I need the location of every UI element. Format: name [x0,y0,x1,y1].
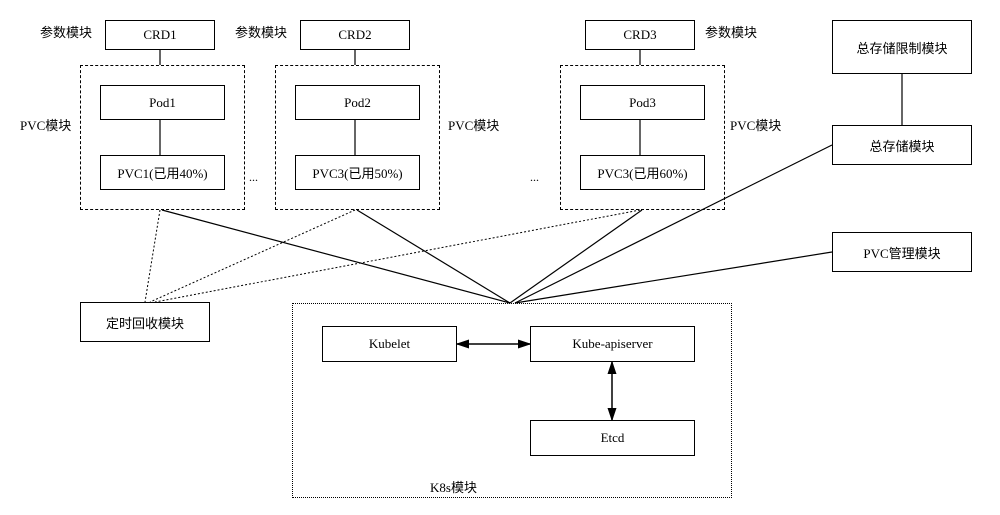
crd-label-1: CRD1 [143,27,176,43]
timed-recycle-box: 定时回收模块 [80,302,210,342]
etcd-box: Etcd [530,420,695,456]
pvc-module-label-3: PVC模块 [730,115,781,134]
k8s-module-label: K8s模块 [430,477,477,496]
pvc-mgmt-label: PVC管理模块 [863,243,940,262]
pod-label-2: Pod2 [344,95,371,111]
param-module-label-2: 参数模块 [235,22,287,41]
kubelet-label: Kubelet [369,336,410,352]
total-storage-box: 总存储模块 [832,125,972,165]
ellipsis-1: ... [249,170,258,185]
crd-box-1: CRD1 [105,20,215,50]
pvc-label-3: PVC3(已用60%) [597,163,687,182]
pvc-box-1: PVC1(已用40%) [100,155,225,190]
kubelet-box: Kubelet [322,326,457,362]
pod-box-1: Pod1 [100,85,225,120]
pod-box-3: Pod3 [580,85,705,120]
pvc-label-1: PVC1(已用40%) [117,163,207,182]
etcd-label: Etcd [601,430,625,446]
pvc-mgmt-box: PVC管理模块 [832,232,972,272]
pvc-label-2: PVC3(已用50%) [312,163,402,182]
pod-label-1: Pod1 [149,95,176,111]
apiserver-box: Kube-apiserver [530,326,695,362]
crd-box-3: CRD3 [585,20,695,50]
param-module-label-1: 参数模块 [40,22,92,41]
pvc-box-2: PVC3(已用50%) [295,155,420,190]
crd-box-2: CRD2 [300,20,410,50]
crd-label-3: CRD3 [623,27,656,43]
pvc-module-label-1: PVC模块 [20,115,71,134]
param-module-label-3: 参数模块 [705,22,757,41]
crd-label-2: CRD2 [338,27,371,43]
pod-box-2: Pod2 [295,85,420,120]
total-storage-label: 总存储模块 [869,136,934,155]
apiserver-label: Kube-apiserver [572,336,652,352]
total-storage-limit-box: 总存储限制模块 [832,20,972,74]
ellipsis-2: ... [530,170,539,185]
total-storage-limit-label: 总存储限制模块 [856,38,947,57]
pod-label-3: Pod3 [629,95,656,111]
timed-recycle-label: 定时回收模块 [106,313,184,332]
pvc-module-label-2: PVC模块 [448,115,499,134]
pvc-box-3: PVC3(已用60%) [580,155,705,190]
